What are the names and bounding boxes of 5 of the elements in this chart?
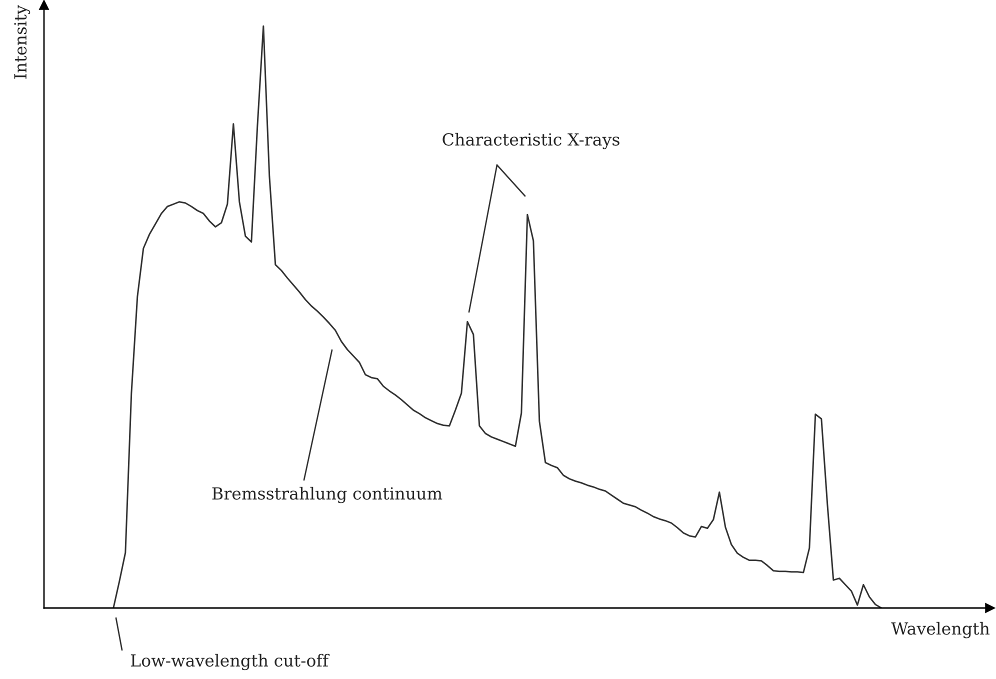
- y-axis-title: Intensity: [14, 5, 30, 79]
- x-axis-title: Wavelength: [891, 622, 990, 638]
- annotation: Characteristic X-rays: [442, 132, 620, 150]
- text: Low-wavelength cut-off: [130, 654, 330, 670]
- annotation: Bremsstrahlung continuum: [212, 486, 442, 504]
